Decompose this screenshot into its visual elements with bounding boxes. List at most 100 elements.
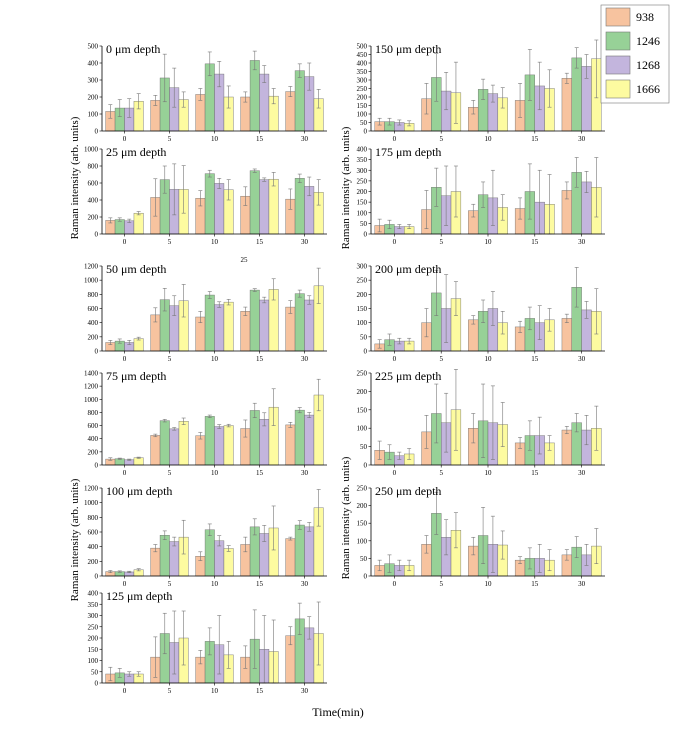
error-bar-125-m-depth-1268-t30 <box>307 616 312 640</box>
y-tick-label-0-m-depth-500: 500 <box>88 43 99 51</box>
y-tick-label-175-m-depth-300: 300 <box>357 167 368 175</box>
y-tick-label-250-m-depth-0: 0 <box>364 573 368 581</box>
y-tick-label-150-m-depth-100: 100 <box>357 111 368 119</box>
x-tick-label-50-m-depth-30: 30 <box>301 355 309 363</box>
y-axis-label-right-top: Raman intensity (arb. units) <box>340 126 352 249</box>
x-tick-label-0-m-depth-15: 15 <box>256 135 264 143</box>
error-bar-0-m-depth-1666-t15 <box>271 88 276 105</box>
y-tick-label-50-m-depth-0: 0 <box>95 348 99 356</box>
panel-title-75-m-depth: 75 μm depth <box>106 369 166 383</box>
error-bar-200-m-depth-1246-t15 <box>527 306 532 331</box>
error-bar-225-m-depth-938-t30 <box>564 426 569 435</box>
bar-75-m-depth-938-t10 <box>195 435 206 466</box>
panel-25-m-depth: 0 200 400 600 800 1000 0 5 10 15 30 25 μm depth <box>84 145 327 246</box>
x-tick-label-125-m-depth-0: 0 <box>123 687 127 695</box>
bar-75-m-depth-1666-t0 <box>133 457 144 466</box>
x-tick-label-50-m-depth-0: 0 <box>123 355 127 363</box>
y-tick-label-125-m-depth-50: 50 <box>91 668 99 676</box>
y-tick-label-175-m-depth-350: 350 <box>357 156 368 164</box>
x-tick-label-250-m-depth-30: 30 <box>578 580 586 588</box>
error-bar-0-m-depth-1666-t5 <box>181 91 186 108</box>
error-bar-150-m-depth-1666-t30 <box>594 39 599 99</box>
panel-175-m-depth: 0 50 100 150 200 250 300 350 400 0 5 10 15 30 175 μm d… <box>357 145 605 246</box>
bar-25-m-depth-1666-t0 <box>133 212 144 235</box>
error-bar-250-m-depth-938-t5 <box>424 535 429 554</box>
error-bar-25-m-depth-1268-t10 <box>217 178 222 189</box>
error-bar-200-m-depth-1246-t30 <box>574 267 579 308</box>
y-tick-label-175-m-depth-150: 150 <box>357 199 368 207</box>
y-tick-label-50-m-depth-1000: 1000 <box>84 277 99 285</box>
bar-75-m-depth-1268-t5 <box>169 428 180 466</box>
y-tick-label-225-m-depth-50: 50 <box>360 443 368 451</box>
x-tick-label-25-m-depth-30: 30 <box>301 238 309 246</box>
bar-75-m-depth-1246-t30 <box>294 409 305 466</box>
error-bar-0-m-depth-938-t30 <box>288 86 293 97</box>
error-bar-200-m-depth-938-t30 <box>564 313 569 323</box>
error-bar-250-m-depth-1268-t10 <box>490 515 495 573</box>
bar-100-m-depth-1246-t10 <box>204 529 215 577</box>
error-bar-50-m-depth-1268-t5 <box>172 295 177 316</box>
error-bar-200-m-depth-1666-t15 <box>547 308 552 332</box>
error-bar-100-m-depth-1246-t10 <box>207 523 212 536</box>
y-tick-label-150-m-depth-300: 300 <box>357 77 368 85</box>
error-bar-0-m-depth-1666-t0 <box>136 93 141 110</box>
error-bar-250-m-depth-1268-t15 <box>537 544 542 573</box>
y-tick-label-225-m-depth-200: 200 <box>357 388 368 396</box>
y-tick-label-150-m-depth-0: 0 <box>364 128 368 136</box>
error-bar-100-m-depth-1246-t0 <box>117 570 122 573</box>
error-bar-200-m-depth-938-t0 <box>377 339 382 349</box>
error-bar-75-m-depth-1268-t5 <box>172 427 177 431</box>
x-tick-label-75-m-depth-5: 5 <box>168 469 172 477</box>
error-bar-100-m-depth-1268-t10 <box>217 535 222 547</box>
error-bar-0-m-depth-1666-t10 <box>226 85 231 109</box>
y-tick-label-175-m-depth-0: 0 <box>364 231 368 239</box>
bar-25-m-depth-1246-t0 <box>114 219 125 235</box>
error-bar-25-m-depth-1246-t10 <box>207 169 212 178</box>
y-tick-label-0-m-depth-400: 400 <box>88 60 99 68</box>
bar-50-m-depth-1246-t15 <box>249 289 260 352</box>
x-tick-label-50-m-depth-15: 15 <box>256 355 264 363</box>
bar-25-m-depth-1268-t10 <box>214 183 225 235</box>
bar-75-m-depth-1246-t5 <box>159 420 170 466</box>
error-bar-250-m-depth-1246-t30 <box>574 536 579 558</box>
error-bar-50-m-depth-938-t0 <box>108 340 113 345</box>
y-tick-label-150-m-depth-500: 500 <box>357 43 368 51</box>
error-bar-150-m-depth-1666-t0 <box>407 120 412 127</box>
error-bar-75-m-depth-1666-t10 <box>226 423 231 428</box>
y-tick-label-75-m-depth-800: 800 <box>88 409 99 417</box>
error-bar-50-m-depth-1666-t10 <box>226 298 231 306</box>
error-bar-175-m-depth-1268-t30 <box>584 171 589 193</box>
y-tick-label-175-m-depth-200: 200 <box>357 188 368 196</box>
bar-75-m-depth-1246-t15 <box>249 410 260 466</box>
error-bar-150-m-depth-938-t15 <box>518 83 523 118</box>
bar-75-m-depth-1268-t10 <box>214 426 225 466</box>
error-bar-200-m-depth-1666-t5 <box>453 281 458 316</box>
error-bar-25-m-depth-1246-t15 <box>252 168 257 173</box>
error-bar-25-m-depth-938-t15 <box>243 186 248 206</box>
y-tick-label-75-m-depth-600: 600 <box>88 422 99 430</box>
error-bar-75-m-depth-1268-t10 <box>217 424 222 429</box>
error-bar-50-m-depth-1666-t0 <box>136 336 141 341</box>
error-bar-100-m-depth-938-t15 <box>243 536 248 553</box>
error-bar-200-m-depth-1666-t10 <box>500 311 505 335</box>
error-bar-0-m-depth-1246-t15 <box>252 50 257 71</box>
x-tick-label-225-m-depth-15: 15 <box>531 469 539 477</box>
y-tick-label-150-m-depth-250: 250 <box>357 85 368 93</box>
bar-75-m-depth-938-t30 <box>285 424 296 466</box>
y-tick-label-100-m-depth-0: 0 <box>95 573 99 581</box>
x-tick-label-150-m-depth-30: 30 <box>578 135 586 143</box>
x-tick-label-250-m-depth-5: 5 <box>439 580 443 588</box>
y-axis-label-right-bottom: Raman intensity (arb. units) <box>340 456 352 579</box>
error-bar-75-m-depth-938-t15 <box>243 419 248 438</box>
y-tick-label-200-m-depth-50: 50 <box>360 333 368 341</box>
error-bar-25-m-depth-1666-t15 <box>271 172 276 187</box>
panel-0-m-depth: 0 100 200 300 400 500 0 5 10 15 30 0 μm depth <box>88 42 327 143</box>
x-tick-label-150-m-depth-0: 0 <box>393 135 397 143</box>
error-bar-100-m-depth-938-t0 <box>108 570 113 574</box>
legend-swatch-1666 <box>605 79 631 99</box>
x-tick-label-175-m-depth-10: 10 <box>485 238 493 246</box>
error-bar-225-m-depth-1666-t10 <box>500 402 505 447</box>
error-bar-175-m-depth-938-t15 <box>518 197 523 220</box>
stray-label: 25 <box>241 256 249 264</box>
